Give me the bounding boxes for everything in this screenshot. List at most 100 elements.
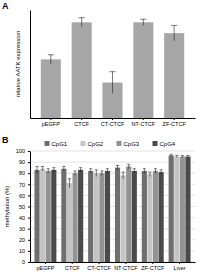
bar — [174, 157, 179, 262]
x-tick-label: pEGFP — [42, 121, 60, 127]
y-tick: 100 — [16, 148, 30, 154]
x-tick-label: ZF-CTCF — [163, 121, 187, 127]
y-tick-label: 70 — [19, 182, 25, 188]
x-tick: pEGFP — [42, 118, 60, 127]
error-bar — [68, 179, 71, 188]
y-tick-label: 100 — [16, 148, 25, 154]
panel: pEGFP CTCF CT-CTCF NT-CTCF ZF-CTCF Arelative … — [2, 1, 196, 127]
error-bar — [140, 19, 146, 25]
bar — [51, 170, 56, 262]
error-bar — [148, 172, 151, 176]
x-tick-mark — [72, 262, 73, 264]
legend-item: CpG3 — [117, 141, 140, 147]
panel: pEGFPCTCFCT-CTCFNT-CTCFZF-CTCFLiver01020… — [2, 135, 196, 271]
x-tick-mark — [179, 262, 180, 264]
y-tick: 80 — [19, 170, 30, 176]
bar — [169, 155, 174, 262]
error-bar — [79, 168, 82, 172]
error-bar — [181, 155, 184, 157]
x-tick-mark — [174, 118, 175, 120]
error-bar — [170, 154, 173, 156]
grid-line — [30, 151, 195, 152]
bar — [133, 22, 153, 118]
error-bar — [79, 18, 85, 27]
error-bar — [154, 169, 157, 173]
y-tick: 10 — [19, 248, 30, 254]
error-bar — [89, 169, 92, 173]
y-tick-label: 30 — [19, 226, 25, 232]
x-tick-label: CTCF — [65, 265, 80, 271]
x-tick: NT-CTCF — [114, 262, 138, 271]
y-tick-mark — [28, 251, 30, 252]
y-tick: 40 — [19, 215, 30, 221]
error-bar — [171, 25, 177, 40]
bar — [61, 169, 66, 262]
error-bar — [36, 167, 39, 174]
x-tick-mark — [99, 262, 100, 264]
legend-label: CpG2 — [88, 141, 104, 147]
error-bar — [41, 167, 44, 171]
y-tick-label: 90 — [19, 159, 25, 165]
y-axis-title: relative AATK expression — [15, 31, 21, 98]
x-tick: Liver — [174, 262, 186, 271]
bar — [78, 170, 83, 262]
error-bar — [186, 155, 189, 157]
bar — [67, 183, 72, 262]
bar — [41, 59, 61, 118]
x-axis: pEGFPCTCFCT-CTCFNT-CTCFZF-CTCFLiver — [31, 262, 196, 271]
error-bar — [127, 164, 130, 168]
y-tick: 90 — [19, 159, 30, 165]
bar — [72, 173, 77, 262]
error-bar — [143, 169, 146, 173]
x-tick-label: NT-CTCF — [132, 121, 156, 127]
y-tick-label: 40 — [19, 215, 25, 221]
error-bar — [110, 72, 116, 94]
x-tick-mark — [112, 118, 113, 120]
legend-swatch — [81, 141, 86, 146]
legend-swatch — [153, 141, 158, 146]
y-tick-mark — [28, 218, 30, 219]
y-tick-mark — [28, 162, 30, 163]
x-tick: pEGFP — [36, 262, 54, 271]
bar — [159, 172, 164, 262]
error-bar — [133, 169, 136, 173]
y-tick-label: 10 — [19, 248, 25, 254]
error-bar — [122, 172, 125, 179]
y-tick: 0 — [22, 259, 30, 265]
x-tick: ZF-CTCF — [163, 118, 187, 127]
x-axis-line — [31, 262, 196, 263]
title: A — [2, 1, 9, 11]
bar — [34, 170, 39, 262]
bar — [147, 174, 152, 262]
y-tick-label: 20 — [19, 237, 25, 243]
x-tick-label: pEGFP — [36, 265, 54, 271]
grid — [30, 151, 195, 262]
x-tick: NT-CTCF — [132, 118, 156, 127]
bar — [40, 169, 45, 262]
x-tick-label: CTCF — [74, 121, 89, 127]
legend: CpG1CpG2CpG3CpG4 — [45, 141, 176, 147]
y-tick: 50 — [19, 204, 30, 210]
error-bar — [100, 171, 103, 175]
bar — [46, 171, 51, 262]
plot-area — [34, 154, 190, 262]
x-tick-label: CT-CTCF — [87, 265, 111, 271]
title: B — [2, 135, 9, 145]
legend-item: CpG2 — [81, 141, 104, 147]
x-tick: CT-CTCF — [87, 262, 111, 271]
error-bar — [106, 169, 109, 173]
bar — [126, 167, 131, 262]
bar — [115, 168, 120, 262]
error-bar — [48, 55, 54, 64]
y-tick-label: 50 — [19, 204, 25, 210]
bar — [185, 157, 190, 262]
x-tick: CTCF — [65, 262, 80, 271]
bar — [72, 22, 92, 118]
y-tick-mark — [28, 207, 30, 208]
x-axis-line — [31, 118, 196, 119]
legend-label: CpG1 — [52, 141, 68, 147]
figure: pEGFPCTCFCT-CTCFNT-CTCFZF-CTCFArelative … — [0, 0, 200, 276]
bar — [142, 171, 147, 262]
x-tick-label: CT-CTCF — [101, 121, 125, 127]
y-tick-mark — [28, 184, 30, 185]
